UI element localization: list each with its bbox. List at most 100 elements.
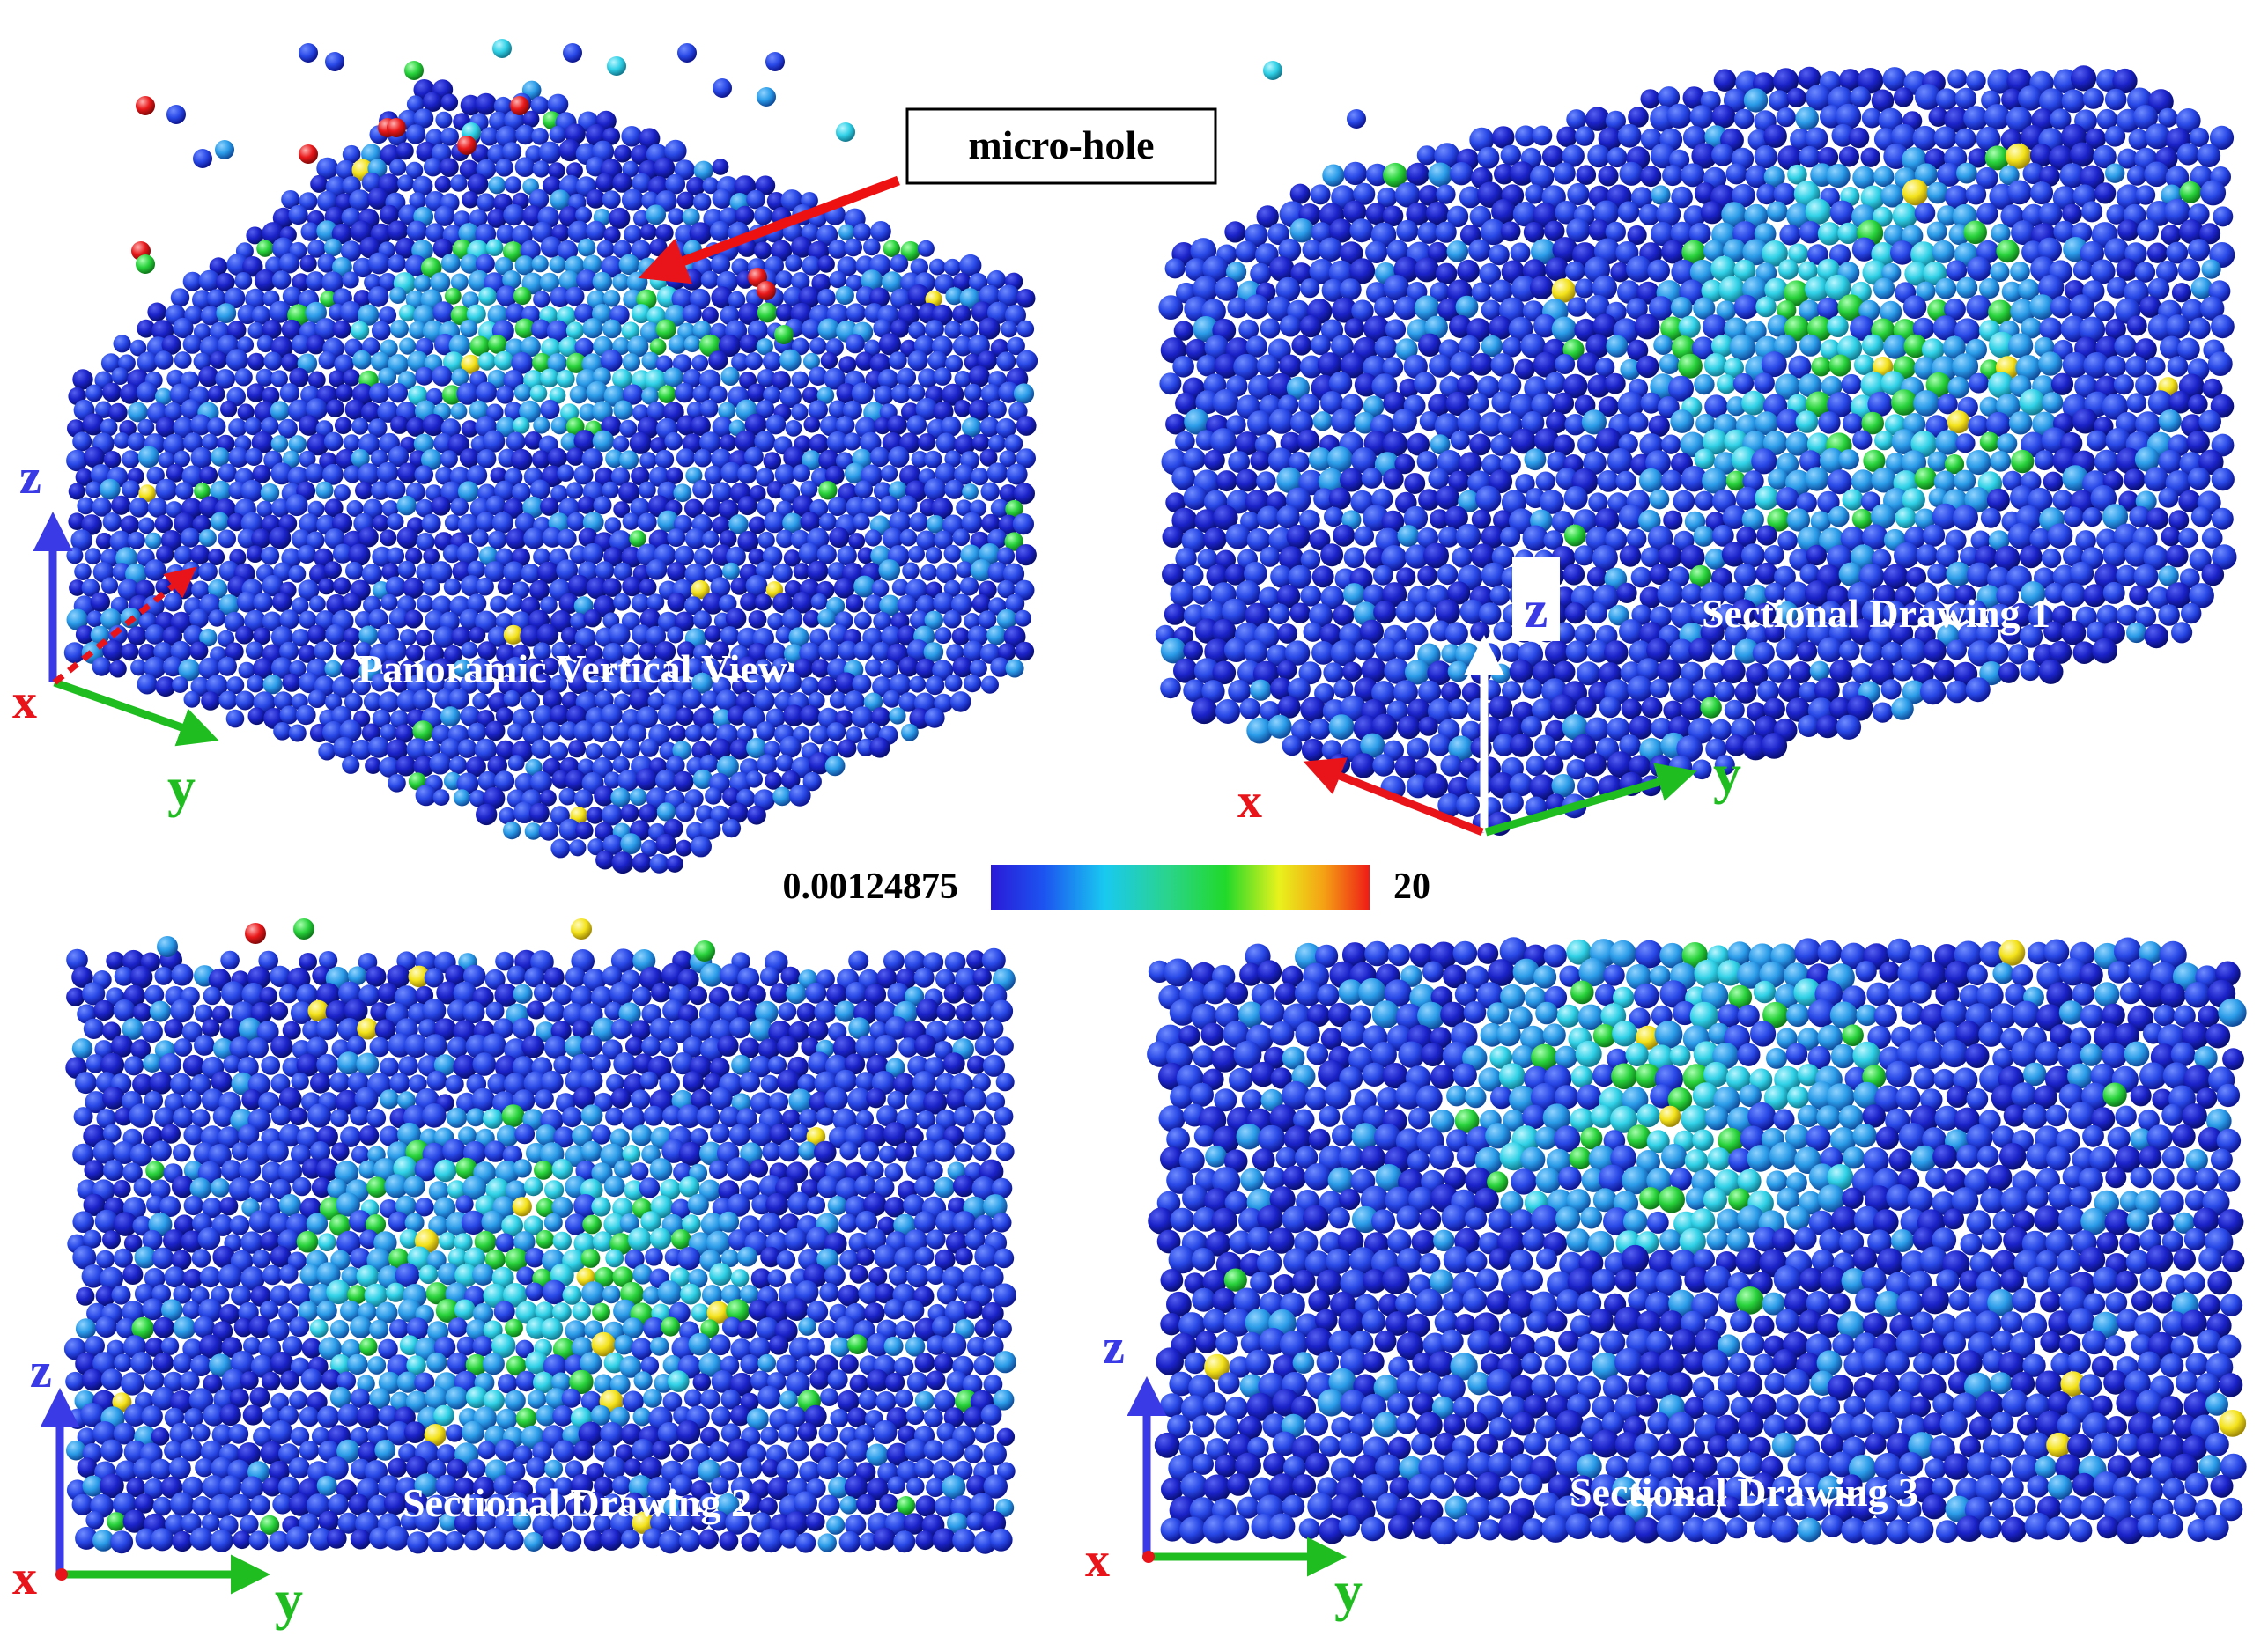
particle <box>954 434 976 456</box>
particle <box>315 420 334 438</box>
particle <box>448 756 468 775</box>
particle <box>271 270 292 290</box>
particle <box>539 272 560 292</box>
particle <box>643 1389 662 1408</box>
particle <box>173 417 195 439</box>
particle <box>412 720 434 741</box>
particle <box>591 721 613 743</box>
particle <box>208 549 225 565</box>
particle <box>378 367 397 387</box>
particle <box>321 271 344 293</box>
particle <box>1811 357 1831 377</box>
particle <box>524 1247 545 1268</box>
particle <box>865 659 883 677</box>
particle <box>210 512 230 531</box>
particle <box>477 352 497 371</box>
particle <box>614 693 632 711</box>
particle <box>1743 88 1769 113</box>
particle <box>143 1053 162 1073</box>
particle <box>941 416 962 437</box>
particle <box>82 413 105 436</box>
particle <box>2038 659 2064 684</box>
particle <box>692 1373 712 1391</box>
particle <box>1277 660 1297 681</box>
particle <box>245 288 266 310</box>
particle <box>602 643 624 664</box>
particle <box>495 548 514 567</box>
particle <box>676 641 696 660</box>
particle <box>1300 697 1326 722</box>
particle <box>1450 162 1474 186</box>
particle <box>969 273 988 292</box>
particle <box>1406 162 1430 186</box>
particle <box>934 693 954 713</box>
particle <box>353 677 371 696</box>
particle <box>918 368 938 388</box>
particle <box>331 1142 350 1161</box>
particle <box>467 593 487 614</box>
particle <box>1575 278 1595 299</box>
particle <box>829 691 847 709</box>
particle <box>974 1423 995 1444</box>
particle <box>368 608 388 630</box>
particle <box>494 256 513 276</box>
particle <box>1005 305 1026 326</box>
particle <box>792 464 811 483</box>
particle <box>2161 527 2181 547</box>
particle <box>395 142 414 160</box>
particle <box>1649 489 1670 510</box>
particle <box>745 770 763 788</box>
particle <box>161 335 181 355</box>
particle <box>220 400 238 418</box>
particle <box>649 1337 669 1356</box>
particle <box>503 498 524 519</box>
particle <box>540 399 560 420</box>
particle <box>1535 471 1555 491</box>
particle <box>247 383 266 402</box>
particle <box>622 353 640 372</box>
particle <box>1647 259 1670 283</box>
particle <box>390 710 410 729</box>
particle <box>1286 525 1311 549</box>
particle <box>496 285 518 307</box>
particle <box>833 578 855 599</box>
particle <box>602 127 621 145</box>
particle <box>144 656 166 679</box>
particle <box>1965 184 1987 205</box>
particle <box>332 543 353 564</box>
particle <box>2137 219 2160 242</box>
particle <box>809 752 831 775</box>
particle <box>2061 89 2086 114</box>
particle <box>120 515 139 534</box>
particle <box>266 1140 289 1163</box>
particle <box>819 1282 839 1303</box>
particle <box>496 386 514 404</box>
particle <box>189 608 209 629</box>
particle <box>765 52 785 71</box>
particle <box>262 575 284 597</box>
particle <box>444 287 462 305</box>
particle <box>699 431 721 453</box>
particle <box>609 207 631 229</box>
particle <box>388 608 410 629</box>
particle <box>367 286 389 307</box>
particle <box>63 642 85 664</box>
particle <box>277 418 298 439</box>
particle <box>1689 105 1714 129</box>
particle <box>144 532 162 549</box>
particle <box>460 319 478 338</box>
particle <box>521 336 541 358</box>
particle <box>360 402 381 423</box>
particle <box>467 722 487 742</box>
particle <box>745 574 768 597</box>
particle <box>612 368 632 389</box>
particle <box>994 1036 1014 1056</box>
particle <box>247 352 265 371</box>
particle <box>77 497 95 515</box>
particle <box>351 448 370 468</box>
particle <box>699 754 719 773</box>
particle <box>683 658 704 678</box>
particle <box>802 771 822 792</box>
particle <box>2052 490 2073 511</box>
particle <box>182 1090 202 1110</box>
